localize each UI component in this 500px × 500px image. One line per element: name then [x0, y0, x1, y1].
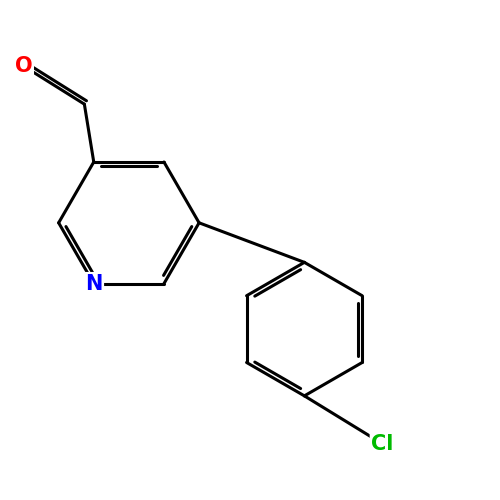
Text: N: N [85, 274, 102, 293]
Text: Cl: Cl [372, 434, 394, 454]
Text: O: O [14, 56, 32, 76]
